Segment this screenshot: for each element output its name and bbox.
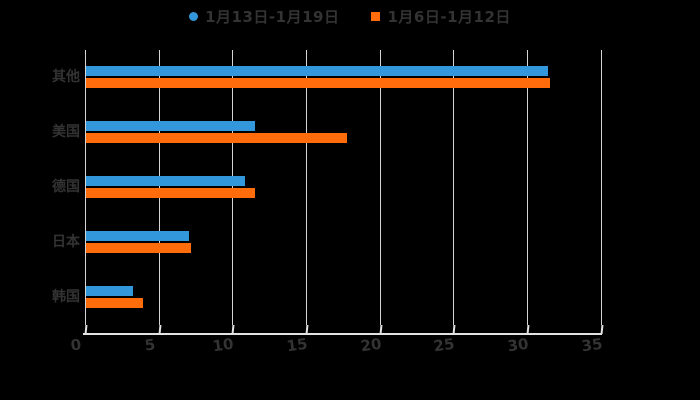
x-tick-label: 15: [285, 334, 309, 356]
bar-series2-1: [86, 77, 550, 88]
x-tick-label: 10: [211, 334, 235, 356]
bar-series2-5: [86, 297, 144, 308]
legend-item-2[interactable]: 1月6日-1月12日: [371, 6, 510, 27]
bar-series1-1: [86, 66, 549, 76]
x-tick-label: 20: [358, 334, 383, 356]
y-axis-label: 日本: [52, 233, 80, 250]
x-axis-line: [83, 333, 602, 335]
bar-series1-2: [86, 121, 256, 131]
gridline-30: [526, 50, 528, 325]
bar-series1-5: [86, 286, 134, 296]
y-axis-label: 德国: [52, 178, 80, 195]
bar-series2-3: [86, 187, 256, 198]
gridline-35: [600, 50, 602, 325]
legend-circle-marker: [189, 11, 199, 21]
gridline-15: [305, 50, 307, 325]
bar-series2-4: [86, 242, 191, 253]
y-axis-label: 韩国: [52, 288, 80, 305]
x-tick-label: 30: [506, 334, 530, 356]
bar-series1-4: [86, 231, 190, 241]
chart-legend: 1月13日-1月19日 1月6日-1月12日: [0, 5, 700, 27]
bar-series1-3: [86, 176, 246, 186]
x-tick-label: 25: [432, 334, 456, 356]
legend-item-1[interactable]: 1月13日-1月19日: [189, 6, 339, 27]
legend-label: 1月13日-1月19日: [205, 7, 340, 26]
x-tick-label: 0: [69, 335, 83, 355]
gridline-0: [85, 50, 86, 325]
x-tick-label: 35: [579, 334, 604, 356]
y-axis-label: 其他: [52, 68, 80, 85]
y-axis-label: 美国: [52, 123, 80, 140]
legend-square-marker: [371, 11, 381, 21]
bar-series2-2: [86, 132, 347, 143]
x-tick-label: 5: [143, 335, 157, 355]
gridline-25: [453, 50, 455, 325]
gridline-20: [379, 50, 381, 325]
legend-label: 1月6日-1月12日: [387, 7, 511, 26]
